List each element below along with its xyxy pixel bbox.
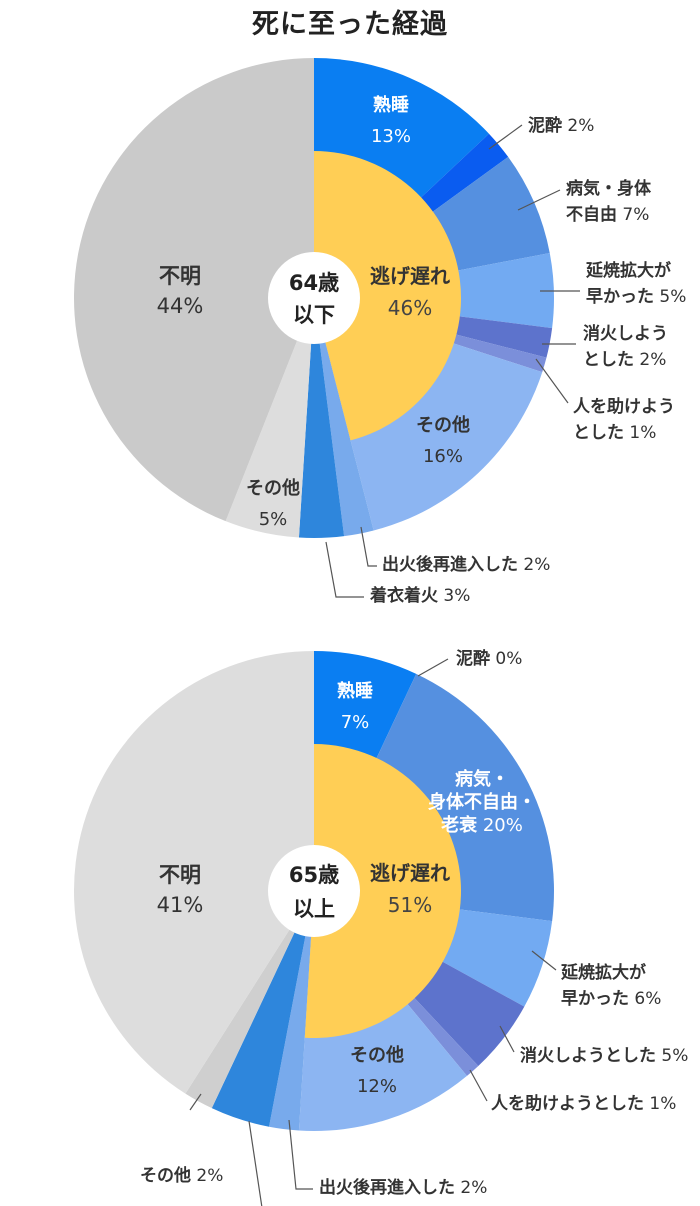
label-other_outer: その他 [416, 414, 470, 436]
value-illness: 7% [617, 205, 649, 225]
label-spread: 早かった 5% [586, 287, 686, 307]
value-other_outer: 12% [357, 1076, 397, 1097]
label-help: 人を助けようとした 1% [491, 1093, 676, 1114]
label-illness: 不自由 7% [566, 204, 649, 225]
inner-label: 逃げ遅れ [370, 264, 450, 288]
label-sleep: 熟睡 [373, 94, 409, 116]
inner-value: 46% [388, 296, 432, 320]
center-circle [268, 252, 360, 344]
inner-value: 51% [388, 893, 432, 917]
slice-reentry [314, 298, 374, 537]
label-drunk: 泥酔 2% [528, 115, 594, 136]
value-clothes: 3% [438, 586, 470, 606]
label-spread: 早かった 6% [561, 989, 661, 1009]
value-extinguish: 2% [634, 350, 666, 370]
slice-clothes [211, 891, 314, 1127]
inner-label: 逃げ遅れ [370, 861, 450, 885]
label-unknown: 不明 [159, 264, 201, 288]
value-other_outer: 16% [423, 446, 463, 467]
leader-line-other_small [189, 1093, 202, 1111]
label-extinguish: 消火しようとした 5% [520, 1045, 688, 1066]
label-drunk: 泥酔 0% [456, 648, 522, 669]
leader-line-drunk [417, 658, 449, 677]
leader-line-drunk [488, 124, 523, 150]
label-help: 人を助けよう [573, 396, 675, 417]
value-reentry: 2% [518, 555, 550, 575]
value-sleep: 7% [341, 712, 370, 733]
label-reentry: 出火後再進入した 2% [319, 1177, 487, 1198]
chart-title: 死に至った経過 [252, 9, 448, 40]
value-drunk: 0% [490, 649, 522, 669]
label-other_small: その他 [246, 477, 300, 499]
label-extinguish: 消火しよう [583, 323, 668, 344]
label-illness: 身体不自由・ [428, 791, 536, 813]
value-drunk: 2% [562, 116, 594, 136]
label-extinguish: とした 2% [583, 350, 666, 370]
slice-late-escape [314, 151, 461, 441]
label-illness: 老衰 20% [441, 814, 523, 836]
slice-late-escape [304, 744, 461, 1038]
slice-reentry [269, 891, 314, 1131]
label-unknown: 不明 [159, 863, 201, 887]
leader-line-illness [517, 189, 561, 211]
slice-clothes [298, 298, 345, 538]
label-clothes: 着衣着火 3% [369, 585, 470, 606]
value-other_small: 2% [191, 1166, 223, 1186]
slice-other_small [225, 298, 314, 538]
center-label-line2: 以下 [293, 303, 335, 327]
label-illness: 病気・身体 [566, 178, 652, 199]
value-extinguish: 5% [656, 1046, 688, 1066]
center-label-line1: 64歳 [289, 271, 339, 295]
center-label-line2: 以上 [293, 897, 335, 921]
slice-unknown [73, 57, 315, 522]
label-help: とした 1% [573, 423, 656, 443]
label-spread: 延焼拡大が [560, 962, 646, 983]
leader-line-reentry [288, 1119, 313, 1190]
center-label-line1: 65歳 [289, 863, 339, 887]
value-illness: 20% [477, 815, 523, 836]
leader-line-spread [531, 950, 557, 971]
value-help: 1% [624, 423, 656, 443]
value-spread: 6% [629, 989, 661, 1009]
leader-line-help [469, 1069, 488, 1102]
label-other_outer: その他 [350, 1044, 404, 1066]
label-reentry: 出火後再進入した 2% [382, 554, 550, 575]
value-sleep: 13% [371, 126, 411, 147]
leader-line-reentry [360, 526, 377, 567]
center-circle [268, 845, 360, 937]
label-illness: 病気・ [455, 768, 509, 790]
label-spread: 延焼拡大が [585, 260, 671, 281]
leader-line-clothes [248, 1120, 263, 1206]
value-unknown: 44% [157, 294, 204, 318]
value-reentry: 2% [455, 1178, 487, 1198]
leader-line-extinguish [499, 1025, 515, 1053]
value-help: 1% [644, 1094, 676, 1114]
leader-line-help [535, 358, 569, 404]
label-sleep: 熟睡 [337, 680, 373, 702]
value-unknown: 41% [157, 893, 204, 917]
label-other_small: その他 2% [140, 1165, 223, 1186]
slice-other_small [185, 891, 314, 1109]
slice-unknown [74, 651, 314, 1094]
value-spread: 5% [654, 287, 686, 307]
leader-line-clothes [325, 541, 364, 598]
value-other_small: 5% [259, 509, 288, 530]
